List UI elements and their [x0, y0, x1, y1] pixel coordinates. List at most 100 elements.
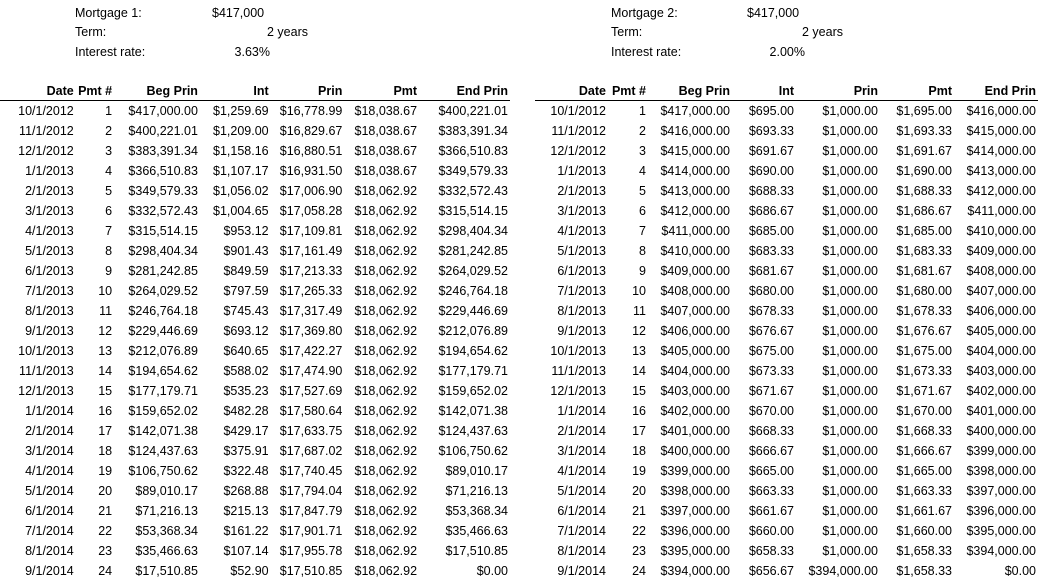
- table-row: 2/1/2014 17 $142,071.38 $429.17 $17,633.75 $1…: [0, 421, 510, 441]
- ending-principal-cell: $399,000.00: [966, 444, 1036, 458]
- date-cell: 10/1/2012: [18, 104, 74, 118]
- interest-cell: $429.17: [223, 424, 269, 438]
- ending-principal-cell: $397,000.00: [966, 484, 1036, 498]
- principal-cell: $17,901.71: [279, 524, 343, 538]
- table-row: 9/1/2013 12 $229,446.69 $693.12 $17,369.80 $1…: [0, 321, 510, 341]
- payment-cell: $1,671.67: [896, 384, 952, 398]
- ending-principal-cell: $298,404.34: [438, 224, 508, 238]
- principal-cell: $1,000.00: [822, 444, 878, 458]
- table-row: 11/1/2013 14 $404,000.00 $673.33 $1,000.00 $1…: [535, 361, 1038, 381]
- payment-number-cell: 7: [639, 224, 646, 238]
- ending-principal-cell: $405,000.00: [966, 324, 1036, 338]
- date-cell: 2/1/2013: [557, 184, 606, 198]
- ending-principal-cell: $396,000.00: [966, 504, 1036, 518]
- date-cell: 3/1/2013: [25, 204, 74, 218]
- column-header: Date: [0, 82, 76, 101]
- payment-cell: $1,690.00: [896, 164, 952, 178]
- table-row: 3/1/2014 18 $400,000.00 $666.67 $1,000.00 $1,…: [535, 441, 1038, 461]
- payment-cell: $1,685.00: [896, 224, 952, 238]
- principal-cell: $17,317.49: [279, 304, 343, 318]
- principal-cell: $17,510.85: [279, 564, 343, 578]
- principal-cell: $17,580.64: [279, 404, 343, 418]
- column-header: Beg Prin: [648, 82, 732, 101]
- payment-number-cell: 8: [639, 244, 646, 258]
- interest-cell: $661.67: [748, 504, 794, 518]
- payment-number-cell: 19: [632, 464, 646, 478]
- beginning-principal-cell: $417,000.00: [660, 104, 730, 118]
- principal-cell: $1,000.00: [822, 524, 878, 538]
- date-cell: 8/1/2013: [557, 304, 606, 318]
- payment-number-cell: 16: [98, 404, 113, 418]
- beginning-principal-cell: $35,466.63: [135, 544, 198, 558]
- ending-principal-cell: $407,000.00: [966, 284, 1036, 298]
- payment-number-cell: 21: [98, 504, 113, 518]
- interest-cell: $1,004.65: [213, 204, 269, 218]
- table-row: 4/1/2014 19 $399,000.00 $665.00 $1,000.00 $1,…: [535, 461, 1038, 481]
- beginning-principal-cell: $403,000.00: [660, 384, 730, 398]
- table-row: 12/1/2013 15 $177,179.71 $535.23 $17,527.69 $…: [0, 381, 510, 401]
- payment-cell: $18,062.92: [354, 424, 418, 438]
- date-cell: 12/1/2013: [18, 384, 74, 398]
- interest-cell: $1,107.17: [213, 164, 269, 178]
- ending-principal-cell: $17,510.85: [445, 544, 508, 558]
- ending-principal-cell: $106,750.62: [438, 444, 508, 458]
- date-cell: 8/1/2014: [25, 544, 74, 558]
- beginning-principal-cell: $396,000.00: [660, 524, 730, 538]
- payment-number-cell: 24: [632, 564, 646, 578]
- payment-cell: $18,038.67: [354, 124, 418, 138]
- column-header: Int: [199, 82, 271, 101]
- principal-cell: $17,369.80: [279, 324, 343, 338]
- table-row: 6/1/2014 21 $397,000.00 $661.67 $1,000.00 $1,…: [535, 501, 1038, 521]
- payment-number-cell: 1: [105, 104, 113, 118]
- table-row: 6/1/2013 9 $281,242.85 $849.59 $17,213.33 $18…: [0, 261, 510, 281]
- beginning-principal-cell: $177,179.71: [128, 384, 198, 398]
- table-row: 10/1/2013 13 $212,076.89 $640.65 $17,422.27 $…: [0, 341, 510, 361]
- principal-cell: $1,000.00: [822, 104, 878, 118]
- interest-cell: $685.00: [748, 224, 794, 238]
- beginning-principal-cell: $402,000.00: [660, 404, 730, 418]
- principal-cell: $394,000.00: [808, 564, 878, 578]
- date-cell: 7/1/2013: [557, 284, 606, 298]
- payment-number-cell: 8: [105, 244, 113, 258]
- beginning-principal-cell: $406,000.00: [660, 324, 730, 338]
- interest-cell: $693.12: [223, 324, 269, 338]
- ending-principal-cell: $411,000.00: [967, 204, 1036, 218]
- payment-cell: $1,676.67: [896, 324, 952, 338]
- ending-principal-cell: $315,514.15: [438, 204, 508, 218]
- ending-principal-cell: $246,764.18: [438, 284, 508, 298]
- principal-cell: $17,109.81: [279, 224, 343, 238]
- payment-cell: $18,062.92: [354, 444, 418, 458]
- payment-number-cell: 18: [98, 444, 113, 458]
- ending-principal-cell: $159,652.02: [438, 384, 508, 398]
- date-cell: 9/1/2014: [557, 564, 606, 578]
- beginning-principal-cell: $71,216.13: [135, 504, 198, 518]
- principal-cell: $1,000.00: [822, 224, 878, 238]
- interest-cell: $663.33: [748, 484, 794, 498]
- interest-cell: $673.33: [748, 364, 794, 378]
- table-row: 7/1/2014 22 $396,000.00 $660.00 $1,000.00 $1,…: [535, 521, 1038, 541]
- payment-cell: $1,678.33: [896, 304, 952, 318]
- payment-cell: $1,688.33: [896, 184, 952, 198]
- interest-cell: $1,209.00: [213, 124, 269, 138]
- payment-number-cell: 24: [98, 564, 113, 578]
- interest-cell: $535.23: [223, 384, 269, 398]
- principal-cell: $17,058.28: [279, 204, 343, 218]
- beginning-principal-cell: $397,000.00: [660, 504, 730, 518]
- column-header: Int: [732, 82, 796, 101]
- interest-cell: $676.67: [748, 324, 794, 338]
- table-row: 11/1/2012 2 $416,000.00 $693.33 $1,000.00 $1,…: [535, 121, 1038, 141]
- date-cell: 1/1/2013: [25, 164, 74, 178]
- interest-cell: $640.65: [223, 344, 269, 358]
- table-row: 10/1/2013 13 $405,000.00 $675.00 $1,000.00 $1…: [535, 341, 1038, 361]
- principal-cell: $16,880.51: [279, 144, 343, 158]
- ending-principal-cell: $400,221.01: [438, 104, 508, 118]
- mortgage-amount: $417,000: [212, 6, 265, 20]
- payment-number-cell: 11: [99, 304, 113, 318]
- beginning-principal-cell: $383,391.34: [128, 144, 198, 158]
- payment-cell: $1,695.00: [896, 104, 952, 118]
- principal-cell: $17,006.90: [279, 184, 343, 198]
- ending-principal-cell: $414,000.00: [966, 144, 1036, 158]
- payment-number-cell: 11: [633, 304, 646, 318]
- payment-number-cell: 14: [98, 364, 113, 378]
- payment-cell: $18,062.92: [354, 224, 418, 238]
